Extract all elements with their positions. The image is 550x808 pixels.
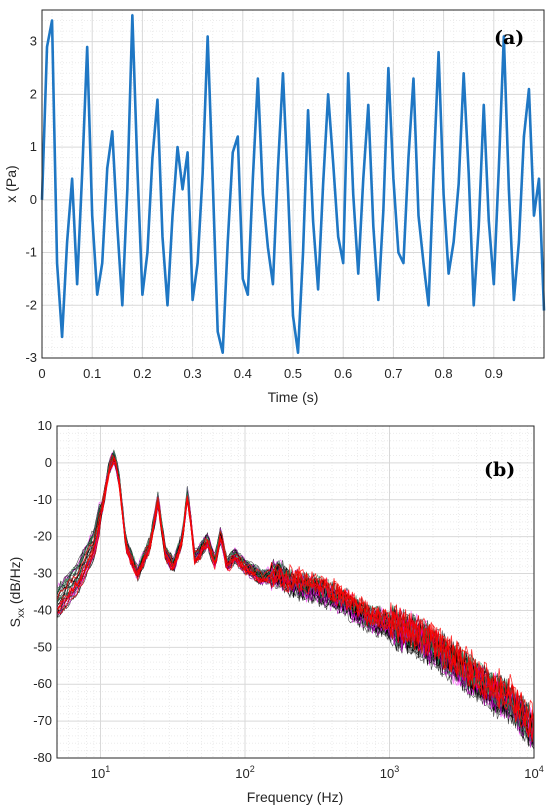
x-tick-label: 101 [91, 764, 110, 781]
x-tick-exponent: 4 [539, 764, 544, 774]
spectrum-line [56, 461, 535, 749]
y-tick-label: 10 [38, 418, 52, 433]
spectrum-line [56, 454, 535, 738]
y-tick-label: -40 [33, 602, 52, 617]
x-tick-label: 0.7 [384, 366, 402, 381]
x-tick-base: 10 [235, 766, 249, 781]
x-tick-exponent: 1 [105, 764, 110, 774]
spectra-lines [56, 449, 535, 751]
y-tick-label: -30 [33, 566, 52, 581]
x-tick-label: 102 [235, 764, 254, 781]
y-tick-label: -2 [25, 297, 37, 312]
x-tick-label: 0.3 [184, 366, 202, 381]
y-label-main: S [7, 618, 23, 627]
y-tick-label: 0 [30, 192, 37, 207]
y-label-rest: (dB/Hz) [7, 557, 23, 608]
plot-area-b [57, 426, 534, 758]
x-tick-label: 0.6 [334, 366, 352, 381]
x-tick-exponent: 3 [394, 764, 399, 774]
spectrum-line [56, 456, 535, 738]
x-tick-base: 10 [380, 766, 394, 781]
x-tick-label: 103 [380, 764, 399, 781]
y-tick-label: -50 [33, 639, 52, 654]
x-tick-label: 0 [38, 366, 45, 381]
y-tick-label: -60 [33, 676, 52, 691]
y-tick-label: 3 [30, 34, 37, 49]
panel-b: 101 102 103 104100-10-20-30-40-50-60-70-80 … [7, 418, 544, 805]
x-tick-base: 10 [91, 766, 105, 781]
panel-a: 0 0.1 0.2 0.3 0.4 0.5 0.6 0.7 0.8 0.9 3 2 1 0 -1 -2 -3 (… [3, 9, 546, 405]
y-axis-label-a: x (Pa) [3, 165, 19, 202]
panel-tag-a: (a) [494, 27, 524, 49]
y-tick-label: -70 [33, 713, 52, 728]
axes-box-b [56, 425, 535, 759]
x-tick-label: 0.1 [83, 366, 101, 381]
x-tick-label: 0.2 [133, 366, 151, 381]
y-tick-label: -80 [33, 750, 52, 765]
y-tick-label: 0 [45, 455, 52, 470]
x-tick-label: 0.8 [435, 366, 453, 381]
y-label-sub: xx [16, 608, 27, 618]
y-axis-label-b: Sxx (dB/Hz) [7, 557, 27, 628]
y-tick-label: -20 [33, 529, 52, 544]
x-tick-exponent: 2 [250, 764, 255, 774]
x-tick-label: 104 [524, 764, 543, 781]
time-series-line [40, 13, 546, 355]
axes-box-a [41, 9, 545, 359]
panel-tag-b: (b) [484, 459, 515, 481]
x-axis-label-b: Frequency (Hz) [247, 789, 343, 805]
ticks-a: 0 0.1 0.2 0.3 0.4 0.5 0.6 0.7 0.8 0.9 3 2 1 0 -1 -2 -3 [25, 34, 502, 381]
x-tick-base: 10 [524, 766, 538, 781]
spectrum-line [56, 461, 535, 739]
y-tick-label: -1 [25, 245, 37, 260]
x-tick-label: 0.4 [234, 366, 252, 381]
x-tick-label: 0.5 [284, 366, 302, 381]
x-tick-label: 0.9 [485, 366, 503, 381]
x-axis-label-a: Time (s) [268, 389, 319, 405]
y-tick-label: 1 [30, 139, 37, 154]
y-tick-label: -10 [33, 492, 52, 507]
y-tick-label: 2 [30, 86, 37, 101]
y-tick-label: -3 [25, 350, 37, 365]
